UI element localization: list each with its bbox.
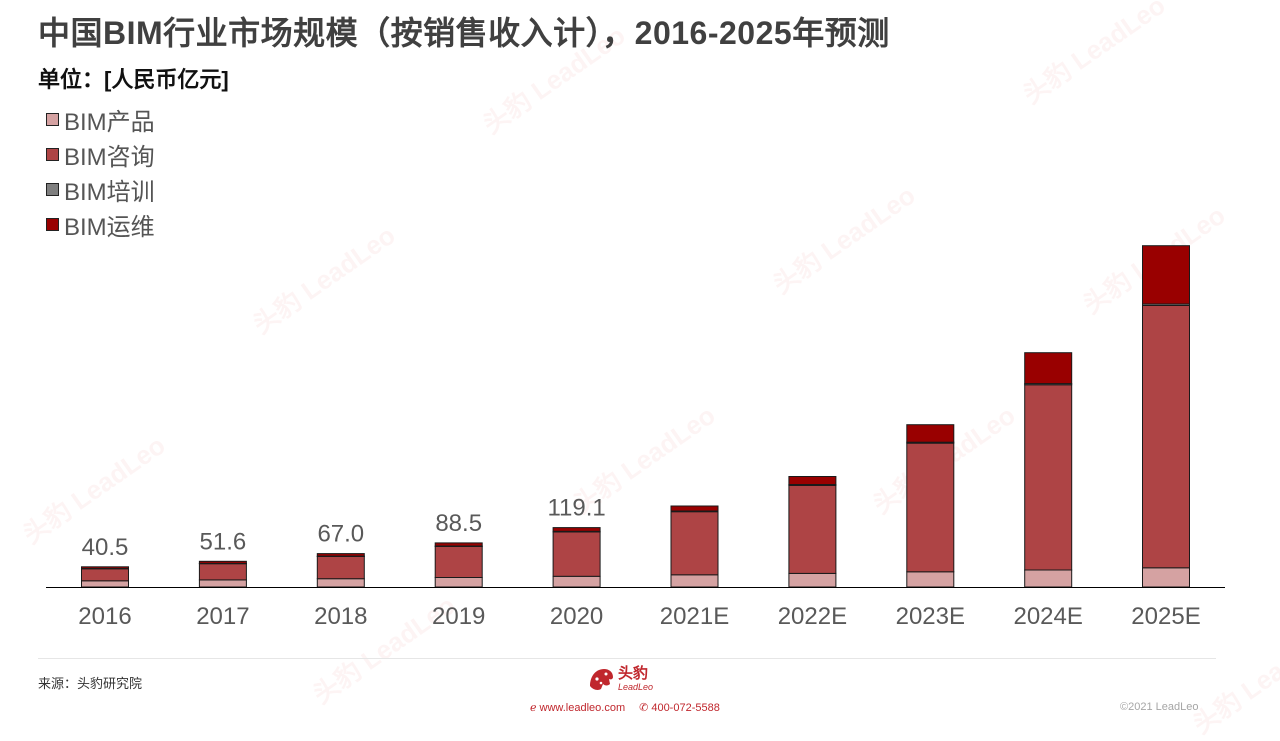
bar-ops-2023E bbox=[907, 425, 954, 443]
leopard-logo-icon bbox=[586, 664, 616, 694]
footer-divider bbox=[38, 658, 1216, 659]
bar-ops-2018 bbox=[317, 554, 364, 557]
bar-product-2023E bbox=[907, 572, 954, 587]
bar-consulting-2021E bbox=[671, 512, 718, 575]
bar-ops-2017 bbox=[199, 561, 246, 563]
x-tick-label-2018: 2018 bbox=[314, 603, 367, 630]
bar-ops-2024E bbox=[1025, 353, 1072, 384]
bar-ops-2020 bbox=[553, 528, 600, 532]
bar-product-2024E bbox=[1025, 570, 1072, 587]
brand-name-cn: 头豹 bbox=[618, 666, 653, 682]
bar-product-2016 bbox=[82, 581, 129, 587]
bar-ops-2021E bbox=[671, 506, 718, 511]
bar-consulting-2024E bbox=[1025, 385, 1072, 570]
bar-consulting-2016 bbox=[82, 569, 129, 581]
bar-product-2020 bbox=[553, 576, 600, 587]
brand-name-en: LeadLeo bbox=[618, 682, 653, 692]
x-tick-label-2020: 2020 bbox=[550, 603, 603, 630]
bar-ops-2022E bbox=[789, 477, 836, 485]
bar-product-2025E bbox=[1143, 568, 1190, 587]
bar-consulting-2025E bbox=[1143, 306, 1190, 568]
brand-logo: 头豹 LeadLeo bbox=[586, 664, 653, 694]
bar-consulting-2020 bbox=[553, 532, 600, 576]
phone-icon: ✆ bbox=[639, 701, 648, 714]
x-tick-label-2016: 2016 bbox=[78, 603, 131, 630]
x-tick-label-2025E: 2025E bbox=[1131, 603, 1200, 630]
bar-ops-2025E bbox=[1143, 246, 1190, 304]
total-label-2016: 40.5 bbox=[82, 534, 129, 561]
bar-product-2021E bbox=[671, 575, 718, 587]
bar-product-2017 bbox=[199, 580, 246, 587]
e-icon: ℯ bbox=[530, 701, 537, 714]
website-link[interactable]: www.leadleo.com bbox=[540, 702, 626, 714]
x-tick-label-2017: 2017 bbox=[196, 603, 249, 630]
total-label-2018: 67.0 bbox=[317, 521, 364, 548]
bar-ops-2016 bbox=[82, 567, 129, 569]
bar-product-2022E bbox=[789, 573, 836, 587]
x-tick-label-2024E: 2024E bbox=[1013, 603, 1082, 630]
total-label-2017: 51.6 bbox=[200, 528, 247, 555]
bar-consulting-2018 bbox=[317, 557, 364, 579]
bar-ops-2019 bbox=[435, 543, 482, 546]
contact-info: ℯ www.leadleo.com ✆ 400-072-5588 bbox=[530, 701, 720, 714]
x-tick-label-2019: 2019 bbox=[432, 603, 485, 630]
copyright-note: ©2021 LeadLeo bbox=[1120, 701, 1198, 713]
source-note: 来源：头豹研究院 bbox=[38, 673, 142, 692]
bar-product-2019 bbox=[435, 578, 482, 588]
stacked-bar-chart: 40.5 2016 51.6 2017 67.0 2018 88.5 2019 119.1 202… bbox=[0, 0, 1280, 660]
bar-consulting-2017 bbox=[199, 564, 246, 580]
bar-consulting-2022E bbox=[789, 485, 836, 573]
x-tick-label-2022E: 2022E bbox=[778, 603, 847, 630]
total-label-2019: 88.5 bbox=[435, 510, 482, 537]
phone-number: 400-072-5588 bbox=[651, 702, 720, 714]
bar-consulting-2019 bbox=[435, 547, 482, 578]
x-tick-label-2023E: 2023E bbox=[896, 603, 965, 630]
total-label-2020: 119.1 bbox=[547, 495, 605, 522]
bar-product-2018 bbox=[317, 579, 364, 587]
bar-consulting-2023E bbox=[907, 443, 954, 572]
x-tick-label-2021E: 2021E bbox=[660, 603, 729, 630]
